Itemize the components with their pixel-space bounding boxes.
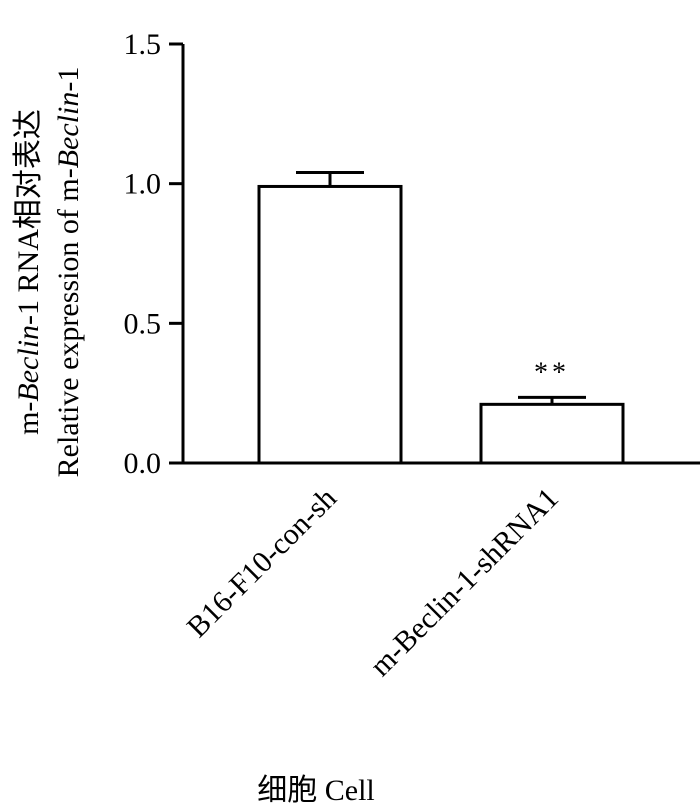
bar bbox=[257, 184, 403, 465]
y-tick-label: 0.0 bbox=[124, 447, 162, 480]
x-category-labels: B16-F10-con-sh m-Beclin-1-shRNA1 bbox=[181, 482, 565, 683]
x-category-label: m-Beclin-1-shRNA1 bbox=[364, 482, 565, 683]
x-axis-title: 细胞 Cell bbox=[257, 774, 375, 807]
y-tick-label: 1.5 bbox=[124, 28, 162, 61]
y-ticks: 0.0 0.5 1.0 1.5 bbox=[124, 28, 183, 480]
bars-group: ** bbox=[257, 170, 625, 465]
y-tick-label: 1.0 bbox=[124, 168, 162, 201]
y-axis-title-line1: m-Beclin-1 RNA相对表达 bbox=[12, 109, 45, 435]
y-axis-title-line2: Relative expression of m-Beclin-1 bbox=[52, 67, 85, 478]
x-category-label: B16-F10-con-sh bbox=[181, 482, 343, 644]
y-tick-label: 0.5 bbox=[124, 307, 162, 340]
significance-label: ** bbox=[534, 357, 570, 388]
bar bbox=[479, 402, 625, 465]
